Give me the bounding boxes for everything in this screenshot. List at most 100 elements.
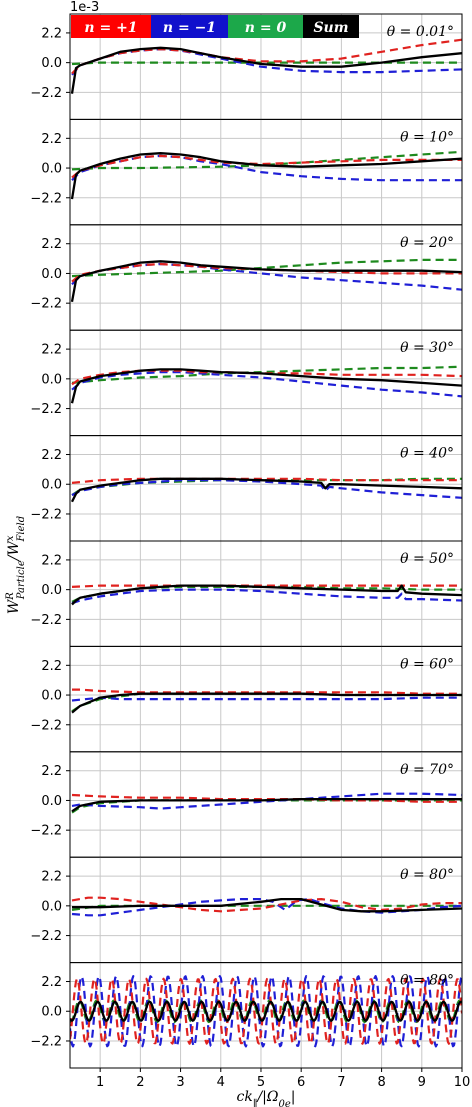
series-line-sum: [71, 692, 462, 714]
theta-label: θ = 80°: [400, 867, 454, 883]
theta-label: θ = 0.01°: [387, 24, 454, 40]
x-tick-label: 4: [217, 1075, 225, 1090]
y-tick-label: 2.2: [41, 764, 62, 779]
series-line-sum: [70, 1000, 462, 1022]
series-line-n_minus1: [71, 696, 462, 702]
y-tick-label: −2.2: [30, 402, 62, 417]
series-group: [70, 150, 462, 200]
legend-swatch: [151, 15, 228, 38]
panel-4: 2.2 0.0 −2.2 θ = 40°: [30, 435, 463, 542]
theta-label: θ = 60°: [400, 656, 454, 672]
series-line-n_plus1: [71, 896, 462, 913]
series-group: [71, 792, 462, 814]
series-line-sum: [71, 797, 462, 813]
panel-frame: [69, 962, 463, 1069]
theta-label: θ = 40°: [400, 446, 454, 462]
legend-label: n = 0: [245, 20, 287, 36]
y-tick-label: 2.2: [41, 26, 62, 41]
y-tick-label: 0.0: [41, 267, 62, 282]
panel-7: 2.2 0.0 −2.2 θ = 70°: [30, 751, 463, 858]
series-line-n_0: [71, 258, 462, 278]
series-group: [70, 38, 462, 94]
theta-label: θ = 70°: [400, 762, 454, 778]
x-tick-label: 9: [418, 1075, 426, 1090]
y-tick-label: 2.2: [41, 132, 62, 147]
y-tick-label: 0.0: [41, 899, 62, 914]
y-tick-label: −2.2: [30, 929, 62, 944]
y-tick-label: −2.2: [30, 824, 62, 839]
series-line-n_plus1: [71, 38, 462, 75]
y-tick-label: 2.2: [41, 870, 62, 885]
series-group: [71, 688, 462, 714]
y-tick-label: 2.2: [41, 553, 62, 568]
series-group: [70, 477, 462, 503]
series-line-sum: [70, 368, 462, 404]
x-tick-label: 5: [257, 1075, 265, 1090]
series-line-n_minus1: [71, 792, 462, 810]
y-tick-label: 0.0: [41, 689, 62, 704]
series-line-sum: [72, 897, 462, 913]
panel-9: 2.2 0.0 −2.2 θ = 89°: [30, 962, 463, 1069]
y-axis-label: WRParticle/WxField: [5, 516, 27, 614]
y-tick-label: 0.0: [41, 372, 62, 387]
series-line-n_minus1: [71, 154, 462, 182]
panels: 2.2 0.0 −2.2 θ = 0.01° 2.2 0.0 −2.2 θ = 10° 2.2 0…: [30, 13, 463, 1069]
legend-label: n = +1: [84, 20, 137, 36]
legend-label: n = −1: [163, 20, 216, 36]
series-line-n_plus1: [71, 793, 462, 803]
series-line-n_minus1: [71, 371, 462, 398]
series-line-n_plus1: [72, 688, 462, 695]
series-line-n_plus1: [71, 369, 462, 386]
series-line-sum: [71, 584, 462, 606]
series-line-n_plus1: [71, 584, 462, 588]
y-tick-label: −2.2: [30, 86, 62, 101]
series-line-sum: [70, 477, 462, 503]
theta-label: θ = 30°: [400, 340, 454, 356]
series-line-sum: [70, 46, 462, 94]
panel-5: 2.2 0.0 −2.2 θ = 50°: [30, 540, 463, 647]
series-line-n_plus1: [71, 477, 462, 484]
y-tick-label: 2.2: [41, 448, 62, 463]
y-tick-label: 2.2: [41, 975, 62, 990]
panel-0: 2.2 0.0 −2.2 θ = 0.01°: [30, 13, 463, 120]
y-tick-label: 0.0: [41, 1005, 62, 1020]
legend-swatch: [303, 15, 359, 38]
y-tick-label: −2.2: [30, 613, 62, 628]
y-tick-label: −2.2: [30, 718, 62, 733]
y-tick-label: 0.0: [41, 56, 62, 71]
series-group: [71, 584, 462, 606]
x-tick-label: 10: [454, 1075, 471, 1090]
legend-label: Sum: [313, 20, 348, 36]
series-group: [70, 258, 462, 303]
series-line-n_0: [71, 150, 462, 171]
y-tick-label: 2.2: [41, 343, 62, 358]
series-group: [70, 365, 462, 404]
y-tick-label: 2.2: [41, 659, 62, 674]
y-tick-label: −2.2: [30, 191, 62, 206]
legend-swatch: [228, 15, 303, 38]
legend-swatch: [71, 15, 151, 38]
panel-6: 2.2 0.0 −2.2 θ = 60°: [30, 645, 463, 753]
series-line-n_0: [71, 365, 462, 384]
y-tick-label: 0.0: [41, 583, 62, 598]
panel-2: 2.2 0.0 −2.2 θ = 20°: [30, 224, 463, 331]
y-tick-label: 0.0: [41, 794, 62, 809]
series-group: [70, 975, 462, 1048]
panel-1: 2.2 0.0 −2.2 θ = 10°: [30, 118, 463, 226]
series-line-n_plus1: [70, 977, 462, 1045]
legend: n = +1 n = −1 n = 0 Sum: [71, 15, 359, 38]
x-axis: 1 2 3 4 5 6 7 8 9 10: [96, 1068, 470, 1090]
series-line-n_minus1: [70, 975, 462, 1048]
series-line-n_0: [71, 692, 462, 713]
series-line-n_minus1: [71, 588, 462, 605]
y-tick-label: −2.2: [30, 297, 62, 312]
series-line-n_plus1: [71, 154, 462, 179]
offset-text: 1e-3: [70, 0, 99, 15]
theta-label: θ = 10°: [400, 129, 454, 145]
x-axis-label: ck∥/|Ω0e|: [237, 1089, 296, 1107]
x-tick-label: 6: [297, 1075, 305, 1090]
series-line-sum: [70, 152, 462, 200]
theta-label: θ = 50°: [400, 551, 454, 567]
x-tick-label: 2: [136, 1075, 144, 1090]
